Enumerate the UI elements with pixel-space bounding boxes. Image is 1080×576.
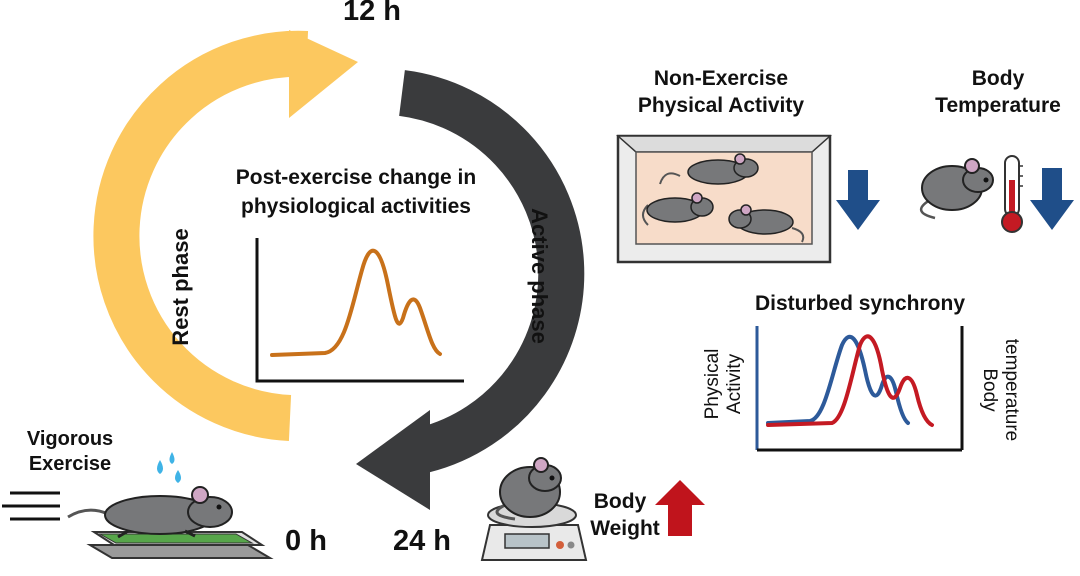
active-phase-arrow [398,70,585,473]
time-label-12h: 12 h [343,0,401,27]
synchrony-title: Disturbed synchrony [755,292,965,315]
exercise-label-line2: Exercise [29,453,111,475]
post-exercise-curve [270,248,442,357]
sitting-mouse-icon [495,457,562,521]
cage-mouse-3-icon [728,204,805,243]
body-temp-label-line1: Body [972,67,1025,90]
body-temp-label-line2: Temperature [935,94,1061,117]
neat-label-line2: Physical Activity [638,94,804,117]
speed-lines-icon [2,491,60,521]
rest-phase-arrow [93,30,309,441]
running-mouse-icon [67,486,233,539]
cage-mouse-2-icon [642,192,714,226]
synchrony-right-axis-label-line1: Body [979,368,1000,412]
neat-label-line1: Non-Exercise [654,67,788,90]
active-phase-label: Active phase [527,208,552,344]
center-mini-chart [255,238,464,383]
neat-down-arrow [836,170,880,230]
cage-icon [616,134,832,264]
temperature-mouse-icon [920,158,994,220]
synchrony-left-axis-label-line2: Activity [724,353,745,414]
body-weight-up-arrow [655,480,705,536]
thermometer-icon [1001,155,1023,233]
center-title-line2: physiological activities [241,195,471,218]
synchrony-left-axis-label-line1: Physical [702,349,723,420]
rest-phase-label: Rest phase [168,228,193,345]
time-label-24h: 24 h [393,525,451,557]
synchrony-right-axis-label-line2: temperature [1001,339,1022,441]
body-weight-label-line2: Weight [590,517,660,540]
center-chart-axes [255,238,464,383]
cage-mouse-1-icon [659,153,759,185]
center-title-line1: Post-exercise change in [236,166,476,189]
active-phase-arrowhead [356,410,430,510]
rest-phase-arrowhead [289,30,358,118]
synchrony-chart [755,326,964,452]
body-temperature-curve [766,334,934,427]
body-weight-label-line1: Body [594,490,647,513]
sweat-drops-icon [157,452,181,483]
treadmill-icon [86,531,274,559]
physical-activity-curve [766,334,910,425]
body-temp-down-arrow [1030,168,1074,230]
exercise-label-line1: Vigorous [27,428,113,450]
time-label-0h: 0 h [285,525,327,557]
